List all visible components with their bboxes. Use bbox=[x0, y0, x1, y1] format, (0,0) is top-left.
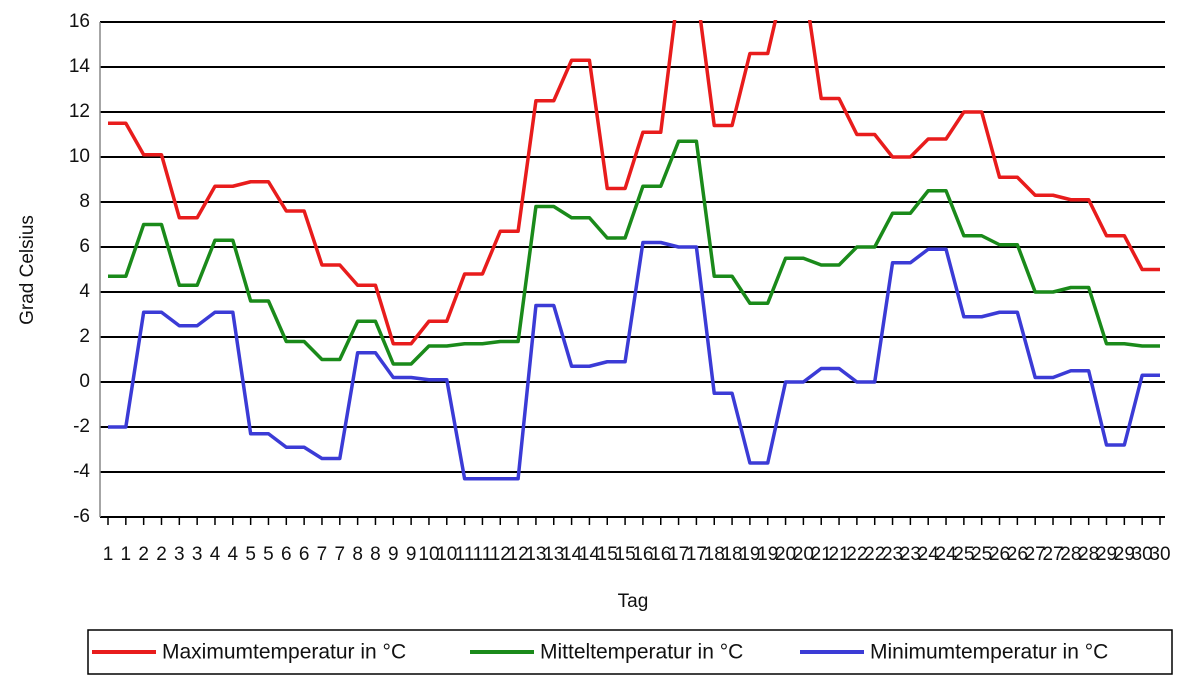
x-tick-label: 6 bbox=[299, 544, 310, 565]
x-tick-label: 28 bbox=[1078, 544, 1099, 565]
x-tick-label: 7 bbox=[335, 544, 346, 565]
x-tick-label: 19 bbox=[757, 544, 778, 565]
y-tick-label: 6 bbox=[79, 236, 90, 257]
y-tick-label: 10 bbox=[69, 146, 90, 167]
y-axis-label: Grad Celsius bbox=[17, 215, 38, 325]
y-tick-label: -2 bbox=[73, 416, 90, 437]
x-tick-label: 2 bbox=[138, 544, 149, 565]
x-tick-label: 15 bbox=[615, 544, 636, 565]
x-tick-label: 29 bbox=[1096, 544, 1117, 565]
y-tick-label: -4 bbox=[73, 461, 90, 482]
x-tick-label: 1 bbox=[121, 544, 132, 565]
x-tick-label: 27 bbox=[1042, 544, 1063, 565]
y-tick-label: -6 bbox=[73, 506, 90, 527]
series-line bbox=[108, 139, 1160, 366]
series-line bbox=[108, 240, 1160, 481]
x-tick-label: 27 bbox=[1025, 544, 1046, 565]
x-tick-label: 4 bbox=[210, 544, 221, 565]
x-tick-label: 24 bbox=[935, 544, 957, 565]
x-tick-label: 17 bbox=[686, 544, 707, 565]
x-tick-label: 10 bbox=[418, 544, 439, 565]
x-tick-label: 1 bbox=[103, 544, 114, 565]
series-line bbox=[108, 20, 1160, 346]
y-tick-label: 4 bbox=[79, 281, 90, 302]
x-tick-label: 13 bbox=[525, 544, 546, 565]
x-tick-label: 23 bbox=[882, 544, 903, 565]
legend-label: Maximumtemperatur in °C bbox=[162, 641, 406, 664]
x-tick-label: 14 bbox=[579, 544, 601, 565]
y-tick-label: 0 bbox=[79, 371, 90, 392]
x-tick-label: 3 bbox=[174, 544, 185, 565]
x-tick-label: 21 bbox=[828, 544, 849, 565]
y-tick-label: 8 bbox=[79, 191, 90, 212]
y-tick-label: 16 bbox=[69, 11, 90, 32]
plot-lines bbox=[108, 20, 1160, 481]
x-tick-label: 21 bbox=[811, 544, 832, 565]
x-tick-label: 20 bbox=[793, 544, 814, 565]
x-tick-label: 19 bbox=[739, 544, 760, 565]
x-tick-label: 12 bbox=[490, 544, 511, 565]
x-tick-label: 16 bbox=[632, 544, 653, 565]
x-tick-label: 28 bbox=[1060, 544, 1081, 565]
x-tick-label: 7 bbox=[317, 544, 328, 565]
x-tick-label: 5 bbox=[263, 544, 274, 565]
legend-label: Mitteltemperatur in °C bbox=[540, 641, 743, 664]
x-tick-label: 8 bbox=[370, 544, 381, 565]
x-tick-label: 14 bbox=[561, 544, 583, 565]
x-tick-label: 22 bbox=[846, 544, 867, 565]
y-tick-label: 12 bbox=[69, 101, 90, 122]
x-tick-label: 12 bbox=[508, 544, 529, 565]
x-tick-label: 2 bbox=[156, 544, 167, 565]
x-tick-label: 11 bbox=[473, 544, 493, 565]
x-tick-label: 4 bbox=[228, 544, 239, 565]
x-tick-label: 16 bbox=[650, 544, 671, 565]
x-tick-label: 18 bbox=[704, 544, 725, 565]
x-tick-label: 26 bbox=[989, 544, 1010, 565]
x-tick-label: 25 bbox=[953, 544, 974, 565]
x-tick-label: 11 bbox=[455, 544, 475, 565]
x-tick-label: 10 bbox=[436, 544, 457, 565]
y-tick-label: 14 bbox=[69, 56, 91, 77]
x-tick-label: 18 bbox=[721, 544, 742, 565]
legend-box bbox=[87, 629, 1173, 675]
x-tick-label: 9 bbox=[406, 544, 417, 565]
x-tick-label: 22 bbox=[864, 544, 885, 565]
x-tick-label: 17 bbox=[668, 544, 689, 565]
x-tick-label: 6 bbox=[281, 544, 292, 565]
x-tick-label: 25 bbox=[971, 544, 992, 565]
x-tick-label: 30 bbox=[1132, 544, 1153, 565]
x-tick-label: 15 bbox=[597, 544, 618, 565]
x-tick-label: 3 bbox=[192, 544, 203, 565]
x-tick-label: 30 bbox=[1149, 544, 1170, 565]
x-tick-label: 8 bbox=[352, 544, 363, 565]
x-tick-label: 24 bbox=[918, 544, 940, 565]
x-tick-label: 9 bbox=[388, 544, 399, 565]
x-tick-label: 20 bbox=[775, 544, 796, 565]
y-tick-label: 2 bbox=[79, 326, 90, 347]
x-axis-label: Tag bbox=[618, 591, 649, 612]
legend-label: Minimumtemperatur in °C bbox=[870, 641, 1108, 664]
x-tick-label: 29 bbox=[1114, 544, 1135, 565]
x-tick-label: 13 bbox=[543, 544, 564, 565]
x-tick-label: 26 bbox=[1007, 544, 1028, 565]
x-tick-label: 23 bbox=[900, 544, 921, 565]
x-tick-label: 5 bbox=[245, 544, 256, 565]
